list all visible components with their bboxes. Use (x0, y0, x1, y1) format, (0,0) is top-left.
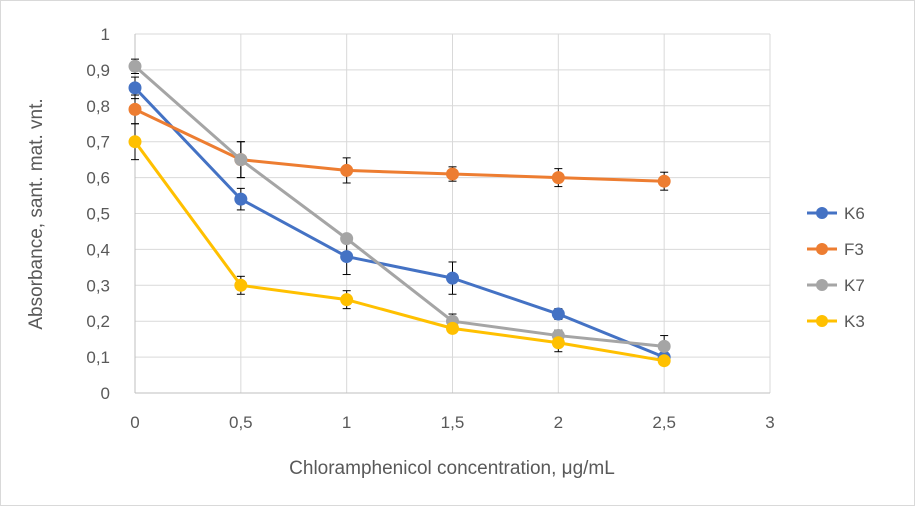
data-point-k3 (657, 354, 671, 368)
legend-label-k6: K6 (844, 204, 865, 223)
series-line-f3 (134, 108, 665, 183)
series-markers (128, 59, 671, 368)
error-bars (131, 58, 669, 365)
x-tick-label: 1,5 (441, 413, 465, 432)
data-point-k7 (340, 232, 354, 246)
y-tick-label: 0,1 (86, 348, 110, 367)
x-axis-title: Chloramphenicol concentration, μg/mL (289, 458, 615, 479)
y-tick-label: 0,6 (86, 169, 110, 188)
y-tick-label: 1 (101, 25, 110, 44)
legend-marker-f3 (816, 243, 828, 255)
legend-marker-k6 (816, 207, 828, 219)
data-point-k3 (128, 135, 142, 149)
y-tick-label: 0,8 (86, 97, 110, 116)
y-tick-label: 0,5 (86, 205, 110, 224)
x-tick-labels: 0 0,5 1 1,5 2 2,5 3 (130, 413, 774, 432)
x-tick-label: 3 (765, 413, 774, 432)
series-lines (133, 65, 665, 363)
y-tick-label: 0 (101, 384, 110, 403)
y-tick-labels: 0 0,1 0,2 0,3 0,4 0,5 0,6 0,7 0,8 0,9 1 (86, 25, 110, 403)
series-line-k3 (133, 140, 665, 363)
y-tick-label: 0,3 (86, 276, 110, 295)
series-line-k7 (134, 65, 665, 348)
x-tick-label: 1 (342, 413, 351, 432)
x-tick-label: 0,5 (229, 413, 253, 432)
data-point-k6 (446, 271, 459, 285)
data-point-k7 (128, 59, 142, 73)
x-tick-label: 2,5 (652, 413, 676, 432)
y-tick-label: 0,2 (86, 312, 110, 331)
y-axis-title: Absorbance, sant. mat. vnt. (26, 98, 47, 329)
data-point-k7 (234, 153, 248, 167)
legend-label-k7: K7 (844, 276, 865, 295)
x-tick-label: 0 (130, 413, 139, 432)
data-point-k6 (234, 192, 248, 206)
legend-marker-k7 (816, 279, 828, 291)
series-line-k6 (133, 86, 665, 359)
data-point-f3 (128, 102, 142, 116)
legend-label-k3: K3 (844, 312, 865, 331)
data-point-k7 (657, 339, 671, 353)
data-point-k6 (340, 250, 354, 264)
data-point-f3 (657, 174, 671, 188)
data-point-f3 (340, 163, 354, 177)
data-point-k3 (551, 336, 565, 350)
y-tick-label: 0,9 (86, 61, 110, 80)
data-point-f3 (446, 167, 459, 181)
data-point-k6 (128, 81, 142, 95)
y-tick-label: 0,4 (86, 240, 110, 259)
data-point-k3 (446, 321, 459, 335)
y-tick-label: 0,7 (86, 133, 110, 152)
data-point-k6 (551, 307, 565, 321)
data-point-k3 (234, 278, 248, 292)
data-point-f3 (551, 171, 565, 185)
x-tick-label: 2 (554, 413, 563, 432)
data-point-k3 (340, 293, 354, 307)
gridlines (135, 33, 771, 393)
legend-label-f3: F3 (844, 240, 864, 259)
legend-marker-k3 (816, 315, 828, 327)
legend: K6 F3 K7 K3 (807, 204, 865, 331)
